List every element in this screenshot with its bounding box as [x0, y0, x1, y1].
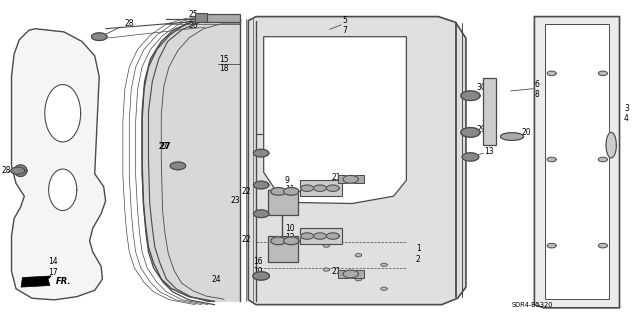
Text: FR.: FR.: [56, 277, 72, 286]
Text: 22: 22: [242, 235, 252, 244]
Text: 30: 30: [477, 83, 486, 92]
Text: 9: 9: [285, 176, 290, 185]
Text: 5: 5: [342, 16, 348, 25]
Polygon shape: [545, 24, 609, 299]
Text: 19: 19: [253, 267, 262, 276]
Polygon shape: [14, 165, 27, 176]
Polygon shape: [323, 244, 330, 247]
Polygon shape: [343, 270, 358, 278]
Text: 23: 23: [230, 197, 240, 205]
Text: 27: 27: [159, 142, 168, 151]
Text: 28: 28: [2, 166, 12, 175]
Polygon shape: [268, 190, 298, 215]
Polygon shape: [284, 188, 299, 195]
Text: 8: 8: [534, 90, 539, 99]
Polygon shape: [11, 167, 25, 174]
Polygon shape: [355, 254, 362, 257]
Text: 14: 14: [48, 257, 58, 266]
Polygon shape: [534, 17, 620, 308]
Polygon shape: [301, 185, 314, 191]
Polygon shape: [606, 132, 616, 158]
Polygon shape: [45, 85, 81, 142]
Polygon shape: [326, 185, 339, 191]
Polygon shape: [338, 175, 364, 183]
Polygon shape: [253, 149, 269, 157]
Text: 13: 13: [484, 147, 494, 156]
Polygon shape: [284, 237, 299, 245]
Polygon shape: [547, 157, 556, 162]
Polygon shape: [253, 181, 269, 189]
Polygon shape: [547, 243, 556, 248]
Polygon shape: [323, 268, 330, 271]
Polygon shape: [355, 278, 362, 281]
Polygon shape: [271, 188, 286, 195]
Polygon shape: [462, 153, 479, 161]
Text: 11: 11: [285, 185, 294, 194]
Text: 17: 17: [48, 268, 58, 277]
Text: 28: 28: [125, 19, 134, 28]
Text: 20: 20: [522, 128, 531, 137]
Polygon shape: [338, 270, 364, 278]
Polygon shape: [314, 185, 326, 191]
Polygon shape: [253, 272, 269, 280]
Polygon shape: [21, 276, 51, 287]
Text: SDR4-B5320: SDR4-B5320: [512, 302, 554, 308]
Text: 25: 25: [189, 11, 198, 19]
Polygon shape: [461, 91, 480, 100]
Text: 18: 18: [219, 64, 228, 73]
Text: 21: 21: [332, 173, 341, 182]
Polygon shape: [12, 29, 106, 300]
Text: 10: 10: [285, 224, 294, 233]
Text: 6: 6: [534, 80, 540, 89]
Polygon shape: [253, 210, 269, 218]
Text: 1: 1: [416, 244, 420, 253]
Polygon shape: [300, 180, 342, 196]
Text: 15: 15: [219, 55, 228, 63]
Text: 26: 26: [189, 21, 198, 30]
Polygon shape: [598, 243, 607, 248]
Polygon shape: [195, 13, 207, 22]
Polygon shape: [268, 236, 298, 262]
Polygon shape: [461, 128, 480, 137]
Polygon shape: [483, 78, 496, 145]
Polygon shape: [547, 71, 556, 76]
Polygon shape: [381, 287, 387, 290]
Polygon shape: [301, 233, 314, 239]
Polygon shape: [248, 17, 466, 305]
Polygon shape: [264, 37, 406, 204]
Text: 27: 27: [159, 142, 172, 151]
Polygon shape: [92, 33, 107, 41]
Polygon shape: [381, 263, 387, 266]
Polygon shape: [49, 169, 77, 211]
Text: 24: 24: [211, 275, 221, 284]
Polygon shape: [142, 19, 240, 301]
Polygon shape: [326, 233, 339, 239]
Polygon shape: [343, 175, 358, 183]
Text: 4: 4: [624, 114, 629, 122]
Text: 16: 16: [253, 257, 262, 266]
Text: 21: 21: [332, 267, 341, 276]
Text: 2: 2: [416, 256, 420, 264]
Polygon shape: [300, 228, 342, 244]
Polygon shape: [314, 233, 326, 239]
Polygon shape: [598, 157, 607, 162]
Text: 22: 22: [242, 187, 252, 196]
Text: 29: 29: [477, 125, 486, 134]
Polygon shape: [598, 71, 607, 76]
Text: 3: 3: [624, 104, 629, 113]
Polygon shape: [205, 14, 240, 22]
Polygon shape: [271, 237, 286, 245]
Polygon shape: [170, 162, 186, 170]
Text: 12: 12: [285, 233, 294, 242]
Polygon shape: [500, 133, 524, 140]
Text: 7: 7: [342, 26, 348, 35]
